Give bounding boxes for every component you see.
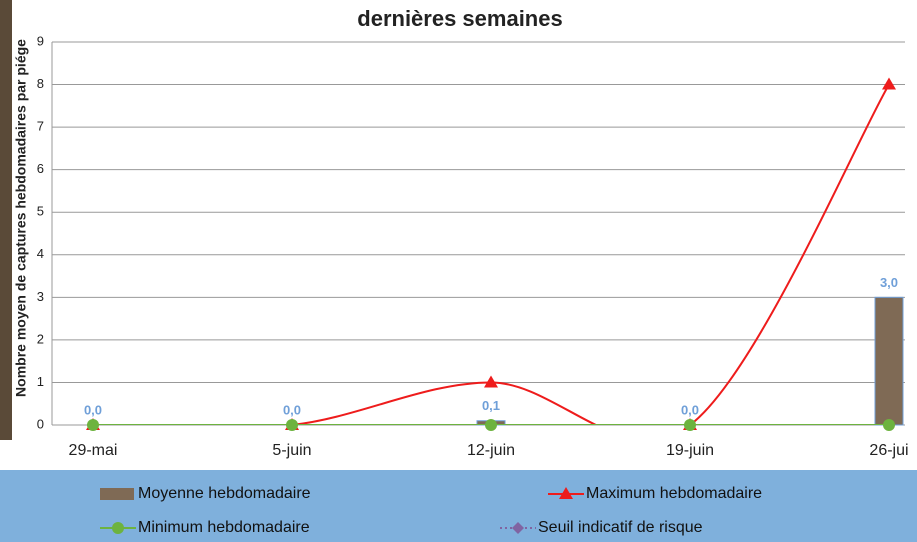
y-tick-label: 5: [37, 204, 44, 219]
x-tick-label: 5-juin: [272, 442, 311, 459]
x-tick-label: 12-juin: [467, 442, 515, 459]
y-tick-label: 2: [37, 331, 44, 346]
marker: [485, 419, 497, 431]
y-tick-label: 3: [37, 289, 44, 304]
legend-label: Maximum hebdomadaire: [586, 485, 762, 502]
marker: [882, 78, 896, 90]
legend-swatch: [100, 488, 134, 500]
marker: [87, 419, 99, 431]
value-label: 0,0: [283, 402, 301, 417]
marker: [684, 419, 696, 431]
y-tick-label: 9: [37, 33, 44, 48]
y-tick-label: 7: [37, 119, 44, 134]
x-tick-label: 19-juin: [666, 442, 714, 459]
marker: [286, 419, 298, 431]
marker: [883, 419, 895, 431]
y-tick-label: 8: [37, 76, 44, 91]
x-tick-label: 29-mai: [69, 442, 118, 459]
legend-marker: [112, 522, 124, 534]
legend-label: Moyenne hebdomadaire: [138, 485, 311, 502]
bar: [875, 297, 903, 425]
y-tick-label: 1: [37, 374, 44, 389]
legend-label: Seuil indicatif de risque: [538, 519, 703, 536]
y-tick-label: 0: [37, 416, 44, 431]
photo-strip: [0, 0, 12, 440]
value-label: 3,0: [880, 275, 898, 290]
y-tick-label: 4: [37, 246, 44, 261]
value-label: 0,0: [681, 402, 699, 417]
y-axis-label: Nombre moyen de captures hebdomadaires p…: [13, 39, 29, 397]
value-label: 0,1: [482, 398, 500, 413]
y-tick-label: 6: [37, 161, 44, 176]
legend-label: Minimum hebdomadaire: [138, 519, 310, 536]
chart: dernières semaines Nombre moyen de captu…: [0, 0, 917, 542]
x-tick-label: 26-jui: [869, 442, 908, 459]
chart-title: dernières semaines: [357, 6, 562, 31]
marker: [484, 375, 498, 387]
value-label: 0,0: [84, 402, 102, 417]
